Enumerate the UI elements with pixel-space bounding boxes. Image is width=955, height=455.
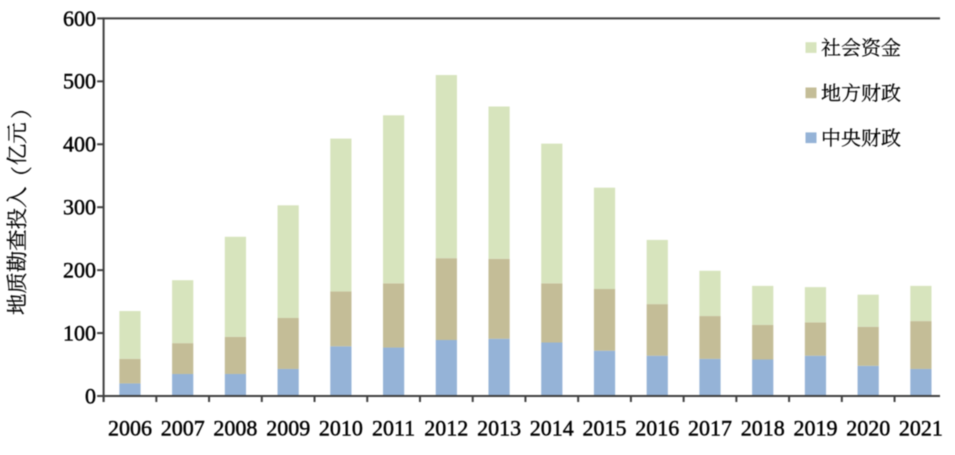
svg-text:0: 0 <box>85 383 96 408</box>
svg-text:2007: 2007 <box>161 416 205 441</box>
svg-text:2012: 2012 <box>424 416 468 441</box>
svg-text:100: 100 <box>63 321 96 346</box>
svg-text:2019: 2019 <box>794 416 838 441</box>
svg-text:2016: 2016 <box>635 416 679 441</box>
svg-text:2017: 2017 <box>688 416 732 441</box>
svg-text:2021: 2021 <box>899 416 943 441</box>
svg-text:2014: 2014 <box>530 416 574 441</box>
svg-text:2015: 2015 <box>583 416 627 441</box>
svg-text:2013: 2013 <box>477 416 521 441</box>
svg-text:500: 500 <box>63 69 96 94</box>
svg-text:300: 300 <box>63 195 96 220</box>
svg-text:2006: 2006 <box>108 416 152 441</box>
svg-text:2009: 2009 <box>266 416 310 441</box>
svg-text:2008: 2008 <box>213 416 257 441</box>
svg-text:400: 400 <box>63 132 96 157</box>
svg-text:2018: 2018 <box>741 416 785 441</box>
svg-text:2020: 2020 <box>846 416 890 441</box>
svg-text:2010: 2010 <box>319 416 363 441</box>
svg-text:2011: 2011 <box>372 416 415 441</box>
svg-text:200: 200 <box>63 258 96 283</box>
svg-text:600: 600 <box>63 6 96 31</box>
